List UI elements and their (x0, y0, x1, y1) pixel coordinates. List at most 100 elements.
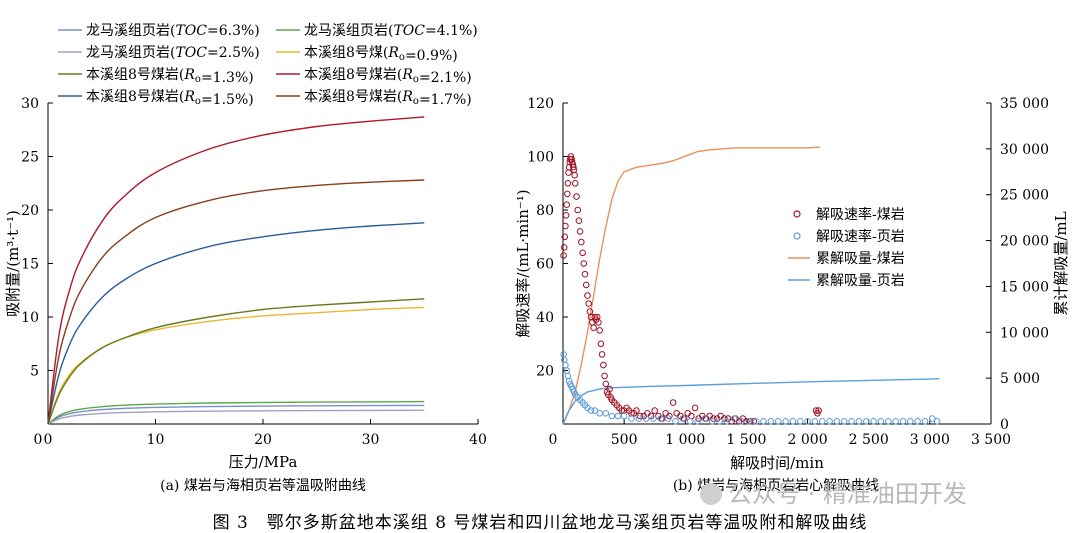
data-point (564, 190, 571, 198)
data-point (743, 418, 750, 425)
x-tick-label: 30 (362, 432, 380, 448)
data-point (584, 292, 591, 299)
chart-caption: (b) 煤岩与海相页岩岩心解吸曲线 (673, 478, 879, 494)
legend-label: 本溪组8号煤岩(Ro=2.1%) (304, 67, 472, 86)
y-tick-label: 25 (21, 150, 39, 166)
legend-swatch (793, 232, 801, 240)
data-point (560, 252, 567, 259)
data-point (598, 351, 606, 358)
y-tick-label: 100 (527, 150, 554, 166)
data-point (642, 415, 650, 422)
data-point (560, 356, 568, 364)
x-tick-label: 2 000 (788, 432, 828, 448)
y2-tick-label: 5 000 (1000, 371, 1040, 387)
data-point (815, 407, 822, 414)
y-tick-label: 60 (536, 257, 554, 273)
data-point (576, 228, 584, 235)
watermark: 公众号 · 精准油田开发 (700, 474, 967, 509)
data-point (921, 418, 929, 425)
y-tick-label: 15 (21, 257, 39, 273)
data-point (571, 171, 578, 179)
data-point (633, 407, 640, 414)
data-point (614, 412, 622, 420)
data-point (600, 361, 607, 369)
series-line (562, 146, 820, 425)
data-point (907, 418, 914, 425)
data-point (885, 418, 892, 425)
data-point (826, 418, 833, 425)
data-point (596, 327, 604, 334)
x-tick-label: 1 500 (726, 432, 766, 448)
data-point (818, 418, 826, 425)
data-point (796, 418, 804, 425)
series-line (562, 377, 940, 425)
legend-label: 本溪组8号煤岩(Ro=1.3%) (86, 67, 254, 86)
x-tick-label: 500 (611, 432, 638, 448)
data-point (579, 249, 586, 257)
data-point (565, 169, 572, 176)
data-point (664, 415, 672, 422)
data-point (933, 418, 941, 425)
data-point (564, 372, 572, 380)
data-point (723, 418, 731, 425)
chart-a-adsorption: 0 10 20 30 40 0 5 10 15 20 25 30 压力/MPa 吸附量/(m³·t⁻¹) 龙… (4, 23, 487, 494)
data-point (899, 418, 907, 425)
data-point (767, 418, 775, 425)
x-axis-label: 压力/MPa (229, 453, 298, 471)
data-point (608, 412, 616, 420)
series-line (47, 306, 425, 425)
data-point (672, 418, 679, 425)
series-line (47, 179, 425, 425)
data-point (575, 217, 583, 224)
series-line (47, 222, 425, 425)
y-tick-label: 5 (30, 364, 39, 380)
y-tick-label: 20 (536, 364, 554, 380)
data-point (561, 233, 569, 241)
data-point (669, 399, 677, 406)
legend-label: 解吸速率-页岩 (816, 228, 905, 245)
y-tick-label: 120 (527, 96, 554, 112)
x-tick-label: 3 500 (971, 432, 1011, 448)
y2-tick-label: 25 000 (1000, 188, 1049, 204)
data-point (863, 418, 870, 425)
x-tick-label: 40 (469, 432, 487, 448)
data-point (560, 244, 568, 251)
series-line (47, 409, 425, 425)
data-point (745, 418, 753, 425)
data-point (782, 418, 789, 425)
y2-tick-label: 30 000 (1000, 142, 1049, 158)
x-tick-label: 2 500 (849, 432, 889, 448)
data-point (708, 418, 716, 425)
data-point (651, 407, 659, 414)
data-point (602, 380, 610, 388)
data-point (752, 418, 760, 425)
data-point (570, 163, 577, 171)
data-point (877, 418, 885, 425)
y-tick-label: 20 (21, 203, 39, 219)
x-tick-label: 1 000 (665, 432, 705, 448)
data-point (581, 270, 589, 278)
legend-label: 本溪组8号煤岩(Ro=1.7%) (304, 89, 472, 108)
data-point (833, 418, 841, 425)
data-point (774, 418, 782, 425)
data-point (870, 418, 877, 425)
data-point (650, 415, 657, 422)
data-point (914, 418, 921, 425)
legend-swatch (793, 210, 801, 218)
y2-tick-label: 20 000 (1000, 234, 1049, 250)
chart-b-desorption: 500 1 000 1 500 2 000 2 500 3 000 3 5000204060… (514, 96, 1070, 494)
y2-tick-label: 15 000 (1000, 279, 1049, 295)
legend-label: 龙马溪组页岩(TOC=2.5%) (86, 45, 260, 61)
data-point (716, 418, 723, 425)
data-point (582, 281, 590, 289)
x-tick-label: 10 (147, 432, 165, 448)
data-point (601, 372, 608, 380)
x-tick-label: 3 000 (910, 432, 950, 448)
x-axis-label: 解吸时间/min (730, 454, 824, 472)
legend-label: 本溪组8号煤岩(Ro=1.5%) (86, 89, 254, 108)
data-point (841, 418, 848, 425)
data-point (573, 193, 580, 200)
legend-label: 本溪组8号煤(Ro=0.9%) (304, 45, 458, 64)
data-point (691, 404, 699, 412)
